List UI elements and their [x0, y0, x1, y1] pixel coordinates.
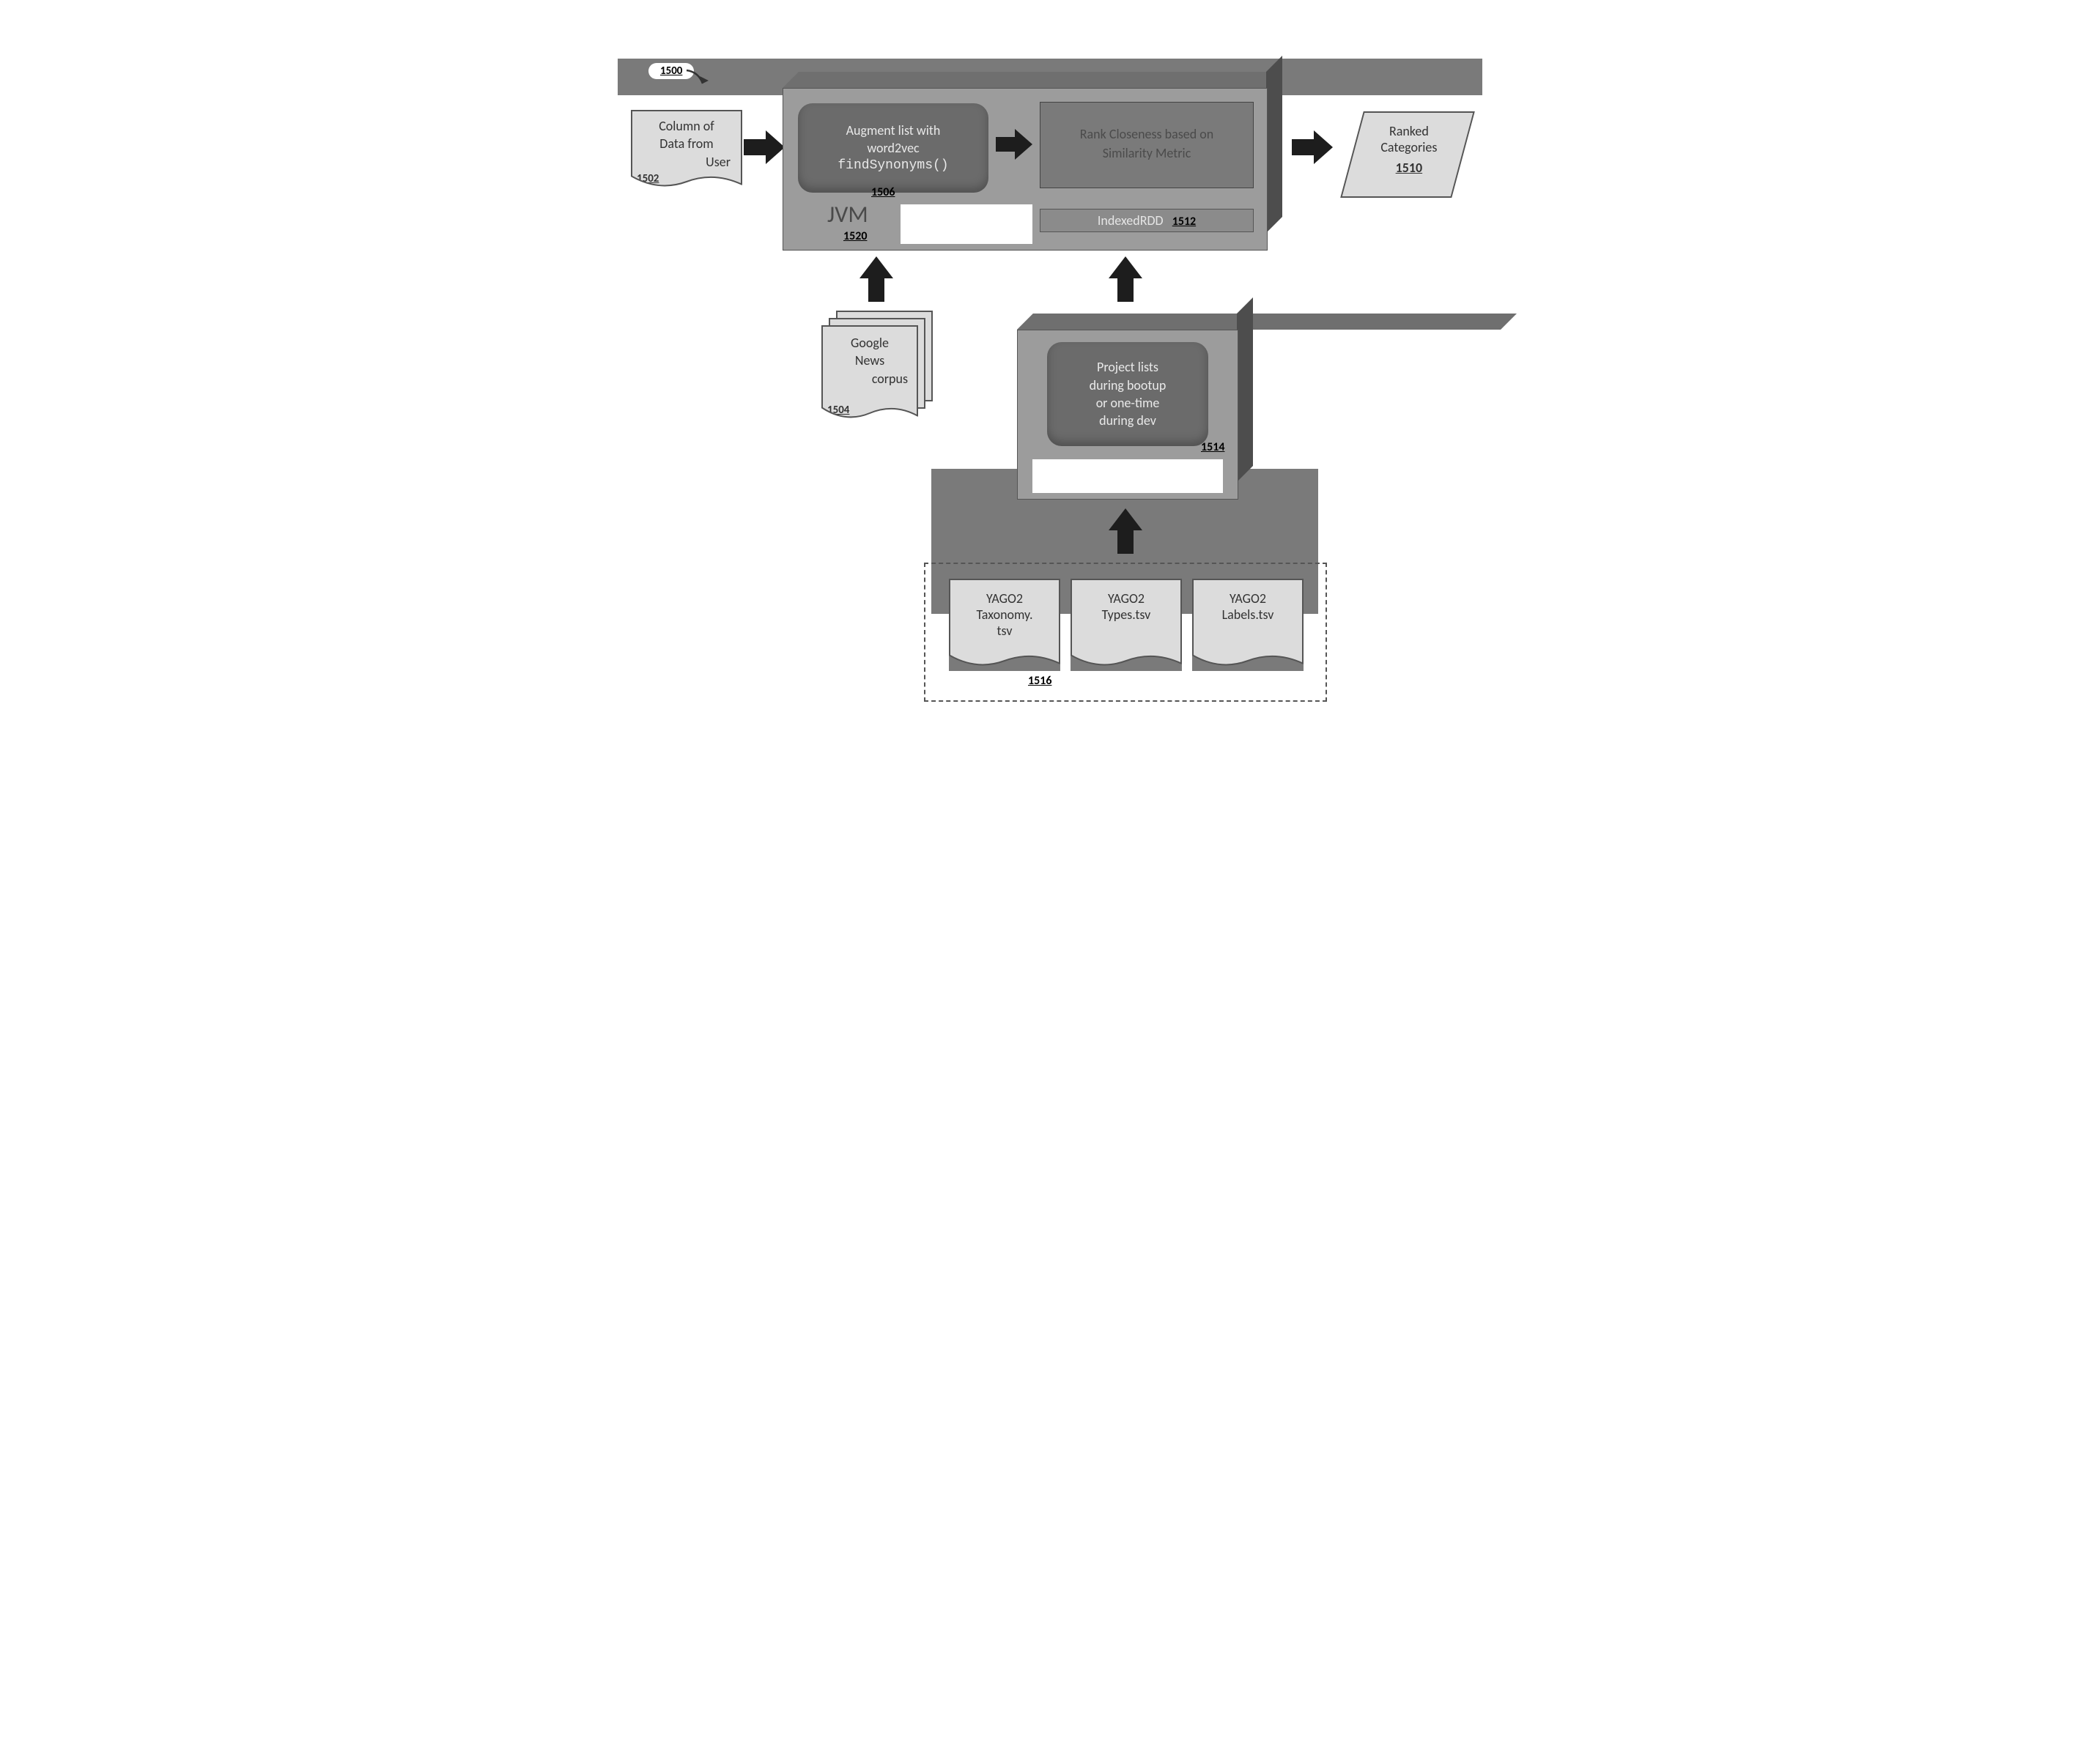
augment-line2: word2vec	[867, 139, 919, 157]
augment-block: Augment list with word2vec findSynonyms(…	[798, 103, 988, 193]
doc-curl	[949, 655, 1060, 671]
yago2-line1: YAGO2	[1194, 590, 1302, 607]
output-line2: Categories	[1355, 139, 1463, 155]
jvm-box-side	[1266, 56, 1282, 233]
diagram-canvas: 1500 Column of Data from User 1502 Augme…	[618, 0, 1482, 740]
jvm-box-top	[783, 72, 1266, 88]
rank-panel: Rank Closeness based on Similarity Metri…	[1040, 102, 1254, 188]
badge-pointer-arrow	[684, 67, 713, 97]
yago1-line1: YAGO2	[1072, 590, 1180, 607]
yago1-line2: Types.tsv	[1072, 607, 1180, 623]
jvm-ref: 1520	[843, 229, 867, 243]
project-line4: during dev	[1099, 412, 1156, 429]
white-strip-lower	[1032, 459, 1223, 493]
yago0-line3: tsv	[950, 623, 1059, 639]
output-parallelogram: Ranked Categories 1510	[1340, 111, 1475, 198]
project-box-top-face	[1017, 314, 1253, 330]
doc-curl	[631, 176, 742, 192]
input-doc-line2: Data from	[632, 135, 741, 152]
arrow-yago-to-project	[1109, 508, 1142, 554]
project-line2: during bootup	[1090, 377, 1167, 394]
arrow-augment-to-rank	[996, 129, 1032, 160]
augment-line1: Augment list with	[846, 122, 941, 139]
augment-line3: findSynonyms()	[838, 157, 948, 174]
rank-line1: Rank Closeness based on	[1040, 126, 1253, 142]
arrow-project-to-jvm	[1109, 256, 1142, 302]
corpus-line2: News	[823, 352, 917, 369]
yago-file-1: YAGO2 Types.tsv	[1071, 579, 1182, 671]
corpus-line3: corpus	[823, 370, 917, 388]
arrow-jvm-to-output	[1292, 130, 1333, 164]
project-box-side	[1237, 297, 1253, 482]
yago-ref: 1516	[1028, 674, 1051, 688]
augment-ref: 1506	[871, 185, 895, 199]
indexedrdd-ref: 1512	[1172, 215, 1196, 229]
arrow-input-to-jvm	[744, 130, 785, 164]
doc-curl	[1071, 655, 1182, 671]
project-ref: 1514	[1201, 440, 1224, 454]
yago0-line2: Taxonomy.	[950, 607, 1059, 623]
jvm-box-front: Augment list with word2vec findSynonyms(…	[783, 88, 1268, 251]
project-box: Project lists during bootup or one-time …	[1017, 330, 1237, 500]
arrow-corpus-to-jvm	[859, 256, 893, 302]
jvm-box: Augment list with word2vec findSynonyms(…	[783, 88, 1266, 251]
white-strip-upper	[901, 204, 1032, 244]
corpus-line1: Google	[823, 334, 917, 352]
rank-line2: Similarity Metric	[1040, 145, 1253, 161]
yago2-line2: Labels.tsv	[1194, 607, 1302, 623]
input-doc-line1: Column of	[632, 117, 741, 135]
project-box-front: Project lists during bootup or one-time …	[1017, 330, 1238, 500]
indexedrdd-bar: IndexedRDD 1512	[1040, 209, 1254, 232]
corpus-doc: Google News corpus 1504	[821, 325, 918, 423]
input-doc: Column of Data from User 1502	[631, 110, 742, 192]
jvm-label: JVM	[827, 200, 868, 229]
output-ref: 1510	[1355, 160, 1463, 176]
input-doc-line3: User	[632, 153, 741, 171]
indexedrdd-label: IndexedRDD	[1098, 212, 1164, 229]
project-line3: or one-time	[1096, 394, 1160, 412]
project-line1: Project lists	[1097, 358, 1158, 376]
yago-file-0: YAGO2 Taxonomy. tsv	[949, 579, 1060, 671]
project-block: Project lists during bootup or one-time …	[1047, 342, 1208, 446]
yago0-line1: YAGO2	[950, 590, 1059, 607]
doc-curl	[821, 407, 918, 423]
output-line1: Ranked	[1355, 123, 1463, 139]
doc-curl	[1192, 655, 1304, 671]
yago-file-2: YAGO2 Labels.tsv	[1192, 579, 1304, 671]
